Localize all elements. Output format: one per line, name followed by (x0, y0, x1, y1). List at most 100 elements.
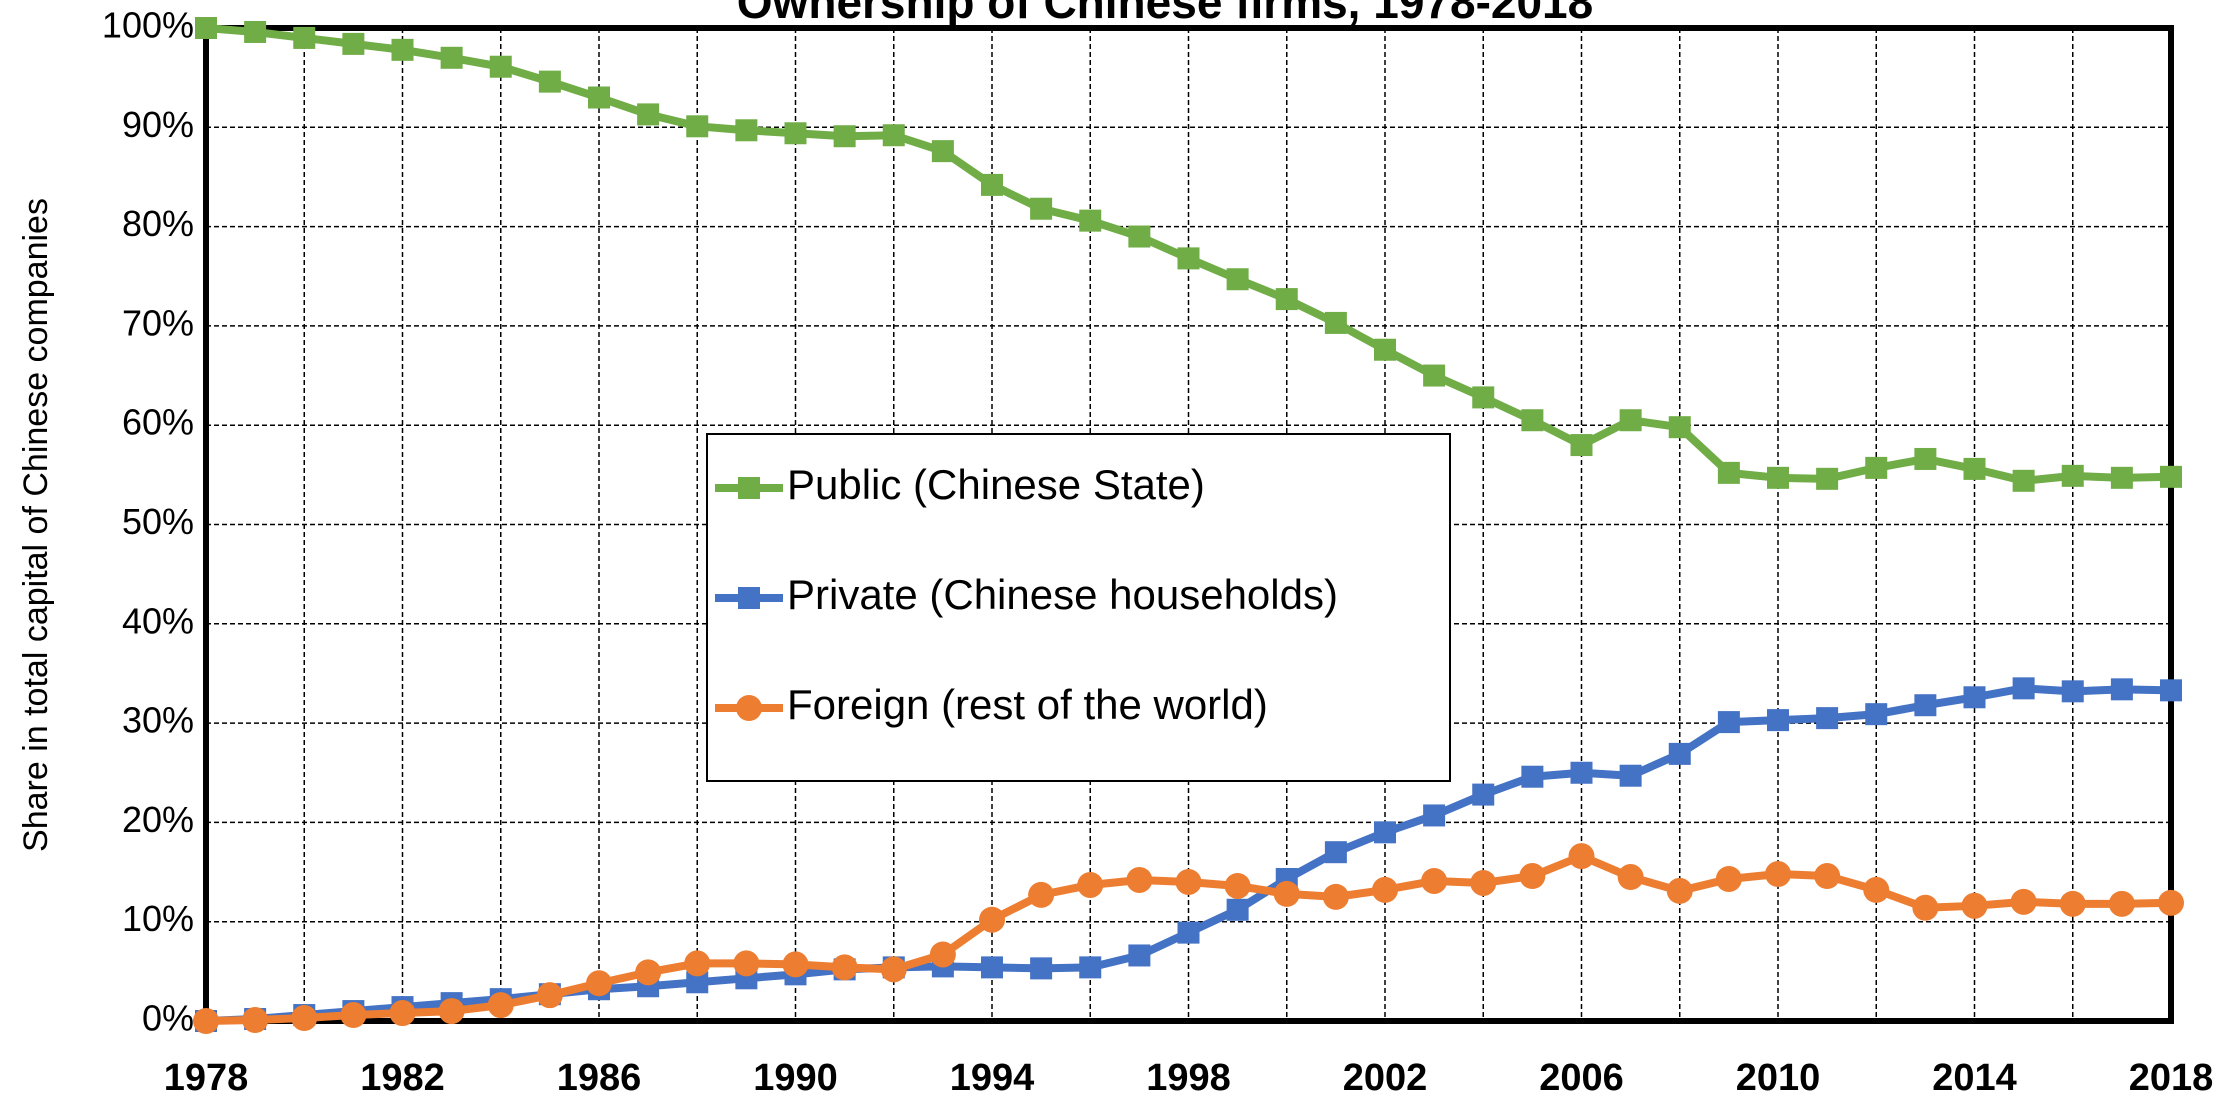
marker (831, 954, 858, 981)
marker (1028, 881, 1055, 908)
marker (1963, 457, 1986, 480)
marker (1717, 461, 1740, 484)
marker (1914, 447, 1937, 470)
marker (1914, 694, 1937, 717)
marker (1863, 876, 1890, 903)
marker (686, 115, 709, 138)
legend: Public (Chinese State) Private (Chinese h… (706, 433, 1451, 782)
marker (2061, 680, 2084, 703)
marker (1273, 880, 1300, 907)
marker (1275, 288, 1298, 311)
marker (440, 46, 463, 69)
marker (929, 941, 956, 968)
marker (1470, 869, 1497, 896)
marker (880, 956, 907, 983)
marker (733, 950, 760, 977)
legend-label: Private (Chinese households) (787, 571, 1338, 618)
marker (1668, 416, 1691, 439)
y-tick-label: 50% (122, 501, 194, 542)
marker (487, 992, 514, 1019)
marker (1030, 197, 1053, 220)
x-tick-label: 2018 (2129, 1057, 2214, 1099)
marker (686, 971, 709, 994)
marker (2012, 469, 2035, 492)
marker (1324, 311, 1347, 334)
marker (1767, 466, 1789, 489)
marker (1079, 209, 1102, 232)
marker (784, 122, 807, 145)
marker (588, 86, 610, 109)
marker (1423, 364, 1446, 387)
marker (1668, 742, 1691, 765)
marker (2059, 890, 2086, 917)
marker (2110, 466, 2133, 489)
marker (1617, 864, 1644, 891)
y-tick-label: 10% (122, 898, 194, 939)
marker (586, 970, 612, 997)
x-tick-label: 1978 (164, 1057, 249, 1099)
x-tick-label: 2014 (1932, 1057, 2017, 1099)
x-tick-label: 1994 (950, 1057, 1035, 1099)
marker (1963, 686, 1986, 709)
marker (1177, 247, 1200, 270)
y-tick-label: 90% (122, 104, 194, 145)
y-tick-label: 70% (122, 302, 194, 343)
marker (1374, 821, 1396, 844)
marker (1472, 783, 1495, 806)
marker (2010, 888, 2037, 915)
marker (981, 173, 1003, 196)
legend-label: Foreign (rest of the world) (787, 681, 1268, 728)
marker (2061, 464, 2084, 487)
marker (2160, 465, 2182, 488)
x-tick-label: 2002 (1343, 1057, 1428, 1099)
y-tick-label: 30% (122, 700, 194, 741)
plot-frame (203, 25, 2174, 1024)
marker (1865, 456, 1888, 479)
marker (1224, 872, 1251, 899)
marker (833, 125, 856, 148)
x-tick-label: 2006 (1539, 1057, 1624, 1099)
marker (242, 1007, 269, 1034)
marker (1521, 765, 1544, 788)
marker (1177, 921, 1200, 944)
marker (1767, 709, 1789, 732)
marker (1421, 867, 1448, 894)
marker (1519, 863, 1546, 890)
marker (637, 103, 660, 126)
y-tick-label: 0% (142, 998, 194, 1039)
marker (1816, 467, 1839, 490)
marker (981, 956, 1003, 979)
marker (882, 124, 905, 147)
marker (438, 998, 465, 1025)
marker (1226, 268, 1249, 291)
y-tick-label: 60% (122, 402, 194, 443)
y-tick-label: 100% (102, 5, 194, 46)
marker (1322, 883, 1349, 910)
marker (340, 1002, 367, 1029)
marker (391, 38, 414, 61)
marker (1128, 225, 1151, 248)
marker (2160, 679, 2182, 702)
marker (2012, 677, 2035, 700)
marker (1175, 868, 1202, 895)
marker (342, 32, 365, 55)
marker (538, 70, 561, 93)
y-tick-label: 80% (122, 203, 194, 244)
x-tick-label: 1986 (557, 1057, 642, 1099)
legend-box (706, 433, 1451, 782)
marker (979, 906, 1005, 933)
marker (1077, 871, 1104, 898)
marker (1372, 876, 1398, 903)
marker (1765, 861, 1791, 888)
y-tick-label: 40% (122, 600, 194, 641)
marker (1715, 866, 1742, 893)
marker (2108, 890, 2135, 917)
marker (1226, 898, 1249, 921)
marker (1568, 843, 1595, 870)
marker (1521, 409, 1544, 432)
marker (1128, 944, 1151, 967)
marker (931, 140, 954, 163)
marker (736, 695, 762, 721)
marker (1570, 761, 1593, 784)
chart-title: Ownership of Chinese firms, 1978-2018 (737, 0, 1593, 28)
